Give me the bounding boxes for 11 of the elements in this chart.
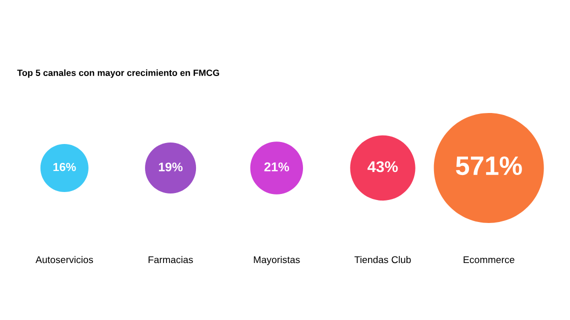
data-label: 571% xyxy=(456,156,522,176)
data-label: 16% xyxy=(53,162,76,172)
data-label: 19% xyxy=(158,162,183,172)
text: Top 5 canales con mayor crecimiento en FMCG xyxy=(17,69,220,78)
data-label: 21% xyxy=(264,162,290,172)
category-label: Autoservicios xyxy=(36,256,94,264)
category-label: Farmacias xyxy=(148,256,193,264)
category-label: Ecommerce xyxy=(464,256,514,264)
data-label: 43% xyxy=(368,161,398,172)
category-label: Tiendas Club xyxy=(354,256,411,264)
category-label: Mayoristas xyxy=(254,256,300,266)
